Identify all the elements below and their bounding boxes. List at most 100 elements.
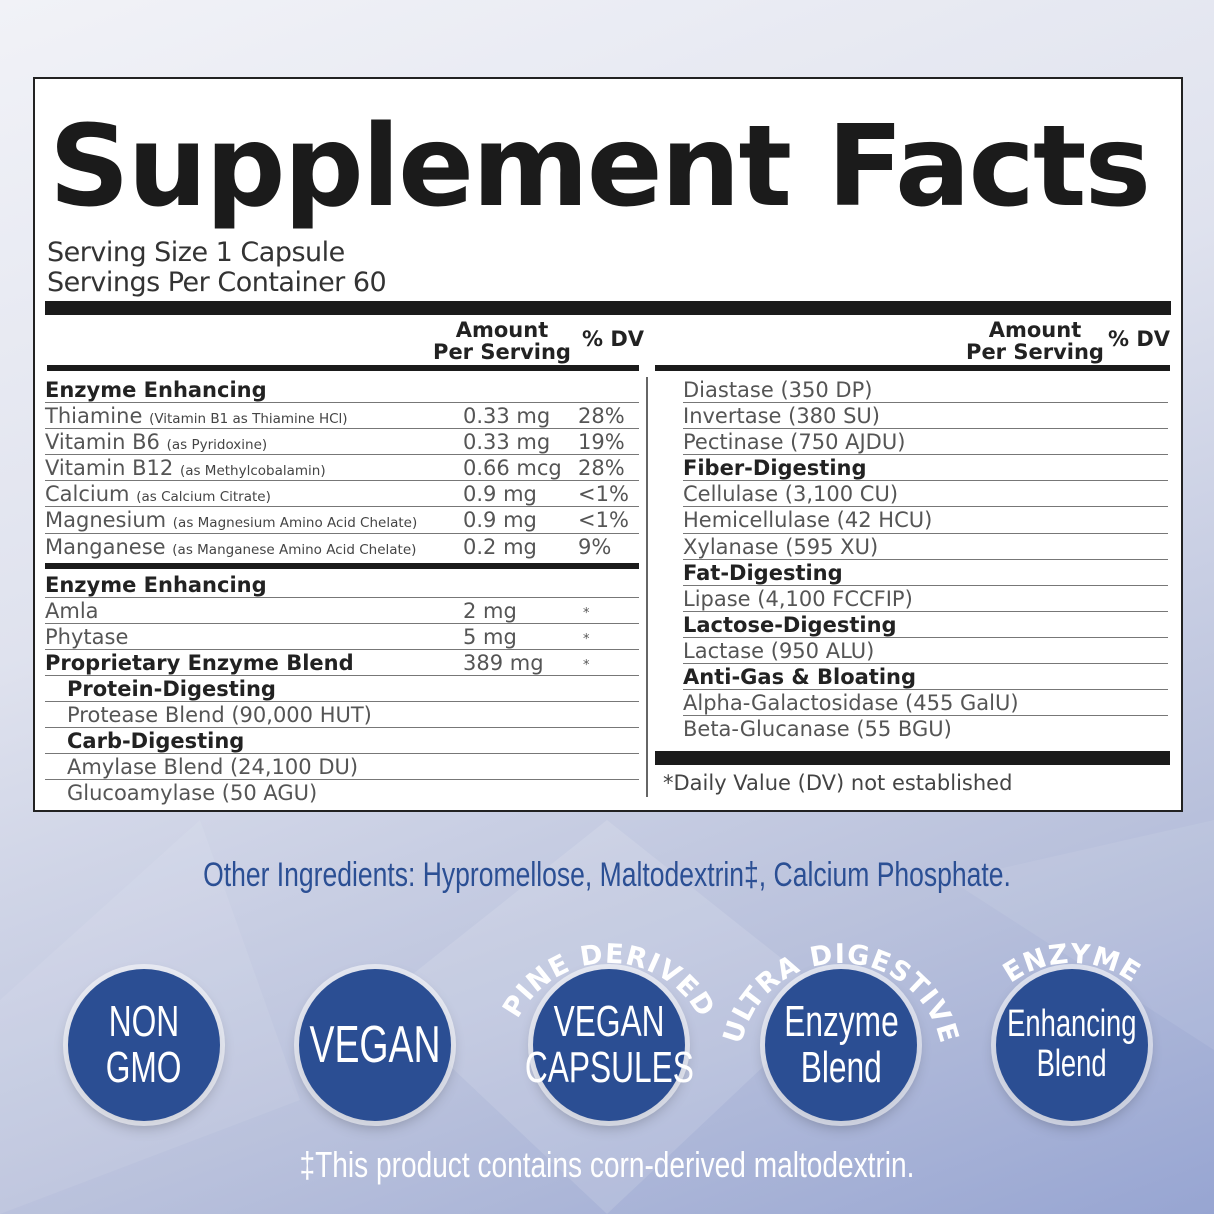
nutrient-name: Xylanase (595 XU) [683,534,879,559]
nutrient-row: Thiamine (Vitamin B1 as Thiamine HCl) 0.3… [45,403,639,430]
badge-text: Blend [1036,1043,1107,1085]
svg-text:ENZYME: ENZYME [998,939,1146,990]
nutrient-source: (as Calcium Citrate) [136,489,271,506]
badge: VEGAN CAPSULES [524,969,694,1121]
nutrient-row: Protease Blend (90,000 HUT) [45,702,639,729]
dv-header-right: % DV [1108,327,1171,351]
nutrient-row: Cellulase (3,100 CU) [683,481,1168,508]
nutrient-row: Pectinase (750 AJDU) [683,429,1168,456]
amount-header-left: Amount Per Serving [427,319,577,363]
amount: 389 mg [463,650,544,675]
thick-divider [45,301,1171,315]
nutrient-name: Phytase [45,624,129,649]
left-nutrient-column: Enzyme Enhancing Thiamine (Vitamin B1 as … [45,377,639,807]
right-nutrient-column: Diastase (350 DP) Invertase (380 SU) Pecti… [683,377,1168,742]
header-divider-left [47,365,639,371]
badge: VEGAN [299,969,451,1121]
nutrient-row: Amylase Blend (24,100 DU) [45,754,639,781]
amount: 0.9 mg [463,508,537,533]
amount-header-line1: Amount [455,318,549,342]
nutrient-name: Vitamin B6 [45,430,160,455]
dv-footnote: *Daily Value (DV) not established [663,771,1013,795]
section-heading-row: Enzyme Enhancing [45,377,639,404]
nutrient-row: Lactase (950 ALU) [683,638,1168,665]
nutrient-row: Glucoamylase (50 AGU) [45,780,639,806]
section-heading-row: Enzyme Enhancing [45,572,639,598]
badge: NON GMO [68,969,220,1121]
servings-per-container: Servings Per Container 60 [47,267,387,298]
daily-value: 28% [578,456,625,481]
nutrient-name: Thiamine [45,404,143,429]
nutrient-name: Diastase (350 DP) [683,378,873,402]
daily-value: <1% [578,508,629,533]
nutrient-row: Amla 2 mg * [45,598,639,624]
panel-title: Supplement Facts [49,102,1151,232]
nutrient-name: Pectinase (750 AJDU) [683,430,906,455]
section-heading-row: Fiber-Digesting [683,455,1168,482]
nutrient-row: Lipase (4,100 FCCFIP) [683,586,1168,612]
nutrient-row: Magnesium (as Magnesium Amino Acid Chela… [45,507,639,534]
section-heading-row: Anti-Gas & Bloating [683,664,1168,691]
supplement-facts-panel: Supplement Facts Serving Size 1 Capsule … [33,77,1183,812]
badge-text: VEGAN [309,1015,441,1074]
daily-value: 9% [578,534,612,559]
section-heading-row: Fat-Digesting [683,560,1168,586]
nutrient-row: Diastase (350 DP) [683,377,1168,404]
nutrient-row: Alpha-Galactosidase (455 GalU) [683,690,1168,717]
nutrient-name: Lactose-Digesting [683,612,897,637]
svg-text:PINE DERIVED: PINE DERIVED [497,939,721,1023]
section-heading-row: Lactose-Digesting [683,612,1168,638]
daily-value: 19% [578,430,625,455]
nutrient-name: Hemicellulase (42 HCU) [683,508,933,533]
nutrient-row: Beta-Glucanase (55 BGU) [683,716,1168,742]
badge-text: Enhancing [1007,1003,1137,1046]
footer-divider [655,751,1170,765]
daily-value: 28% [578,404,625,429]
nutrient-name: Magnesium [45,508,167,533]
nutrient-name: Enzyme Enhancing [45,572,267,597]
nutrient-row: Phytase 5 mg * [45,624,639,650]
nutrient-row: Manganese (as Manganese Amino Acid Chela… [45,534,639,560]
badge-arc-text: ULTRA DIGESTIVE [717,939,963,1047]
section-heading-row: Carb-Digesting [45,728,639,755]
section-divider [45,560,639,572]
nutrient-row: Vitamin B6 (as Pyridoxine) 0.33 mg 19% [45,429,639,456]
nutrient-row: Xylanase (595 XU) [683,534,1168,560]
header-divider-right [655,365,1170,371]
nutrient-name: Enzyme Enhancing [45,378,267,402]
nutrient-row: Calcium (as Calcium Citrate) 0.9 mg <1% [45,481,639,508]
serving-size: Serving Size 1 Capsule [47,237,345,268]
badge-text: NON [108,996,180,1046]
badge-text: Enzyme [783,996,899,1046]
nutrient-name: Glucoamylase (50 AGU) [67,781,318,806]
nutrient-source: (as Pyridoxine) [166,437,268,454]
amount-header-line1: Amount [988,318,1082,342]
amount-header-line2: Per Serving [433,340,571,364]
nutrient-name: Protein-Digesting [67,677,276,702]
nutrient-name: Anti-Gas & Bloating [683,665,917,690]
other-ingredients: Other Ingredients: Hypromellose, Maltode… [203,856,1011,894]
badge: Enzyme Blend [765,969,917,1121]
nutrient-row: Invertase (380 SU) [683,403,1168,430]
column-divider [646,377,648,797]
badge-text: CAPSULES [524,1043,694,1092]
maltodextrin-note: ‡This product contains corn-derived malt… [299,1144,915,1185]
amount: 0.9 mg [463,482,537,507]
nutrient-name: Proprietary Enzyme Blend [45,650,354,675]
nutrient-name: Vitamin B12 [45,456,174,481]
badge: Enhancing Blend [996,969,1148,1121]
amount: 0.2 mg [463,534,537,559]
daily-value: <1% [578,482,629,507]
amount: 0.33 mg [463,430,551,455]
amount: 0.33 mg [463,404,551,429]
nutrient-source: (as Magnesium Amino Acid Chelate) [172,515,418,532]
nutrient-source: (as Manganese Amino Acid Chelate) [172,541,417,558]
amount-header-right: Amount Per Serving [960,319,1110,363]
daily-value: * [583,657,590,673]
badge-arc-text: ENZYME [998,939,1146,990]
nutrient-name: Cellulase (3,100 CU) [683,482,899,507]
daily-value: * [583,631,590,647]
badge-arc-label: ULTRA DIGESTIVE [717,939,963,1047]
nutrient-name: Carb-Digesting [67,729,245,754]
dv-header-left: % DV [582,327,645,351]
